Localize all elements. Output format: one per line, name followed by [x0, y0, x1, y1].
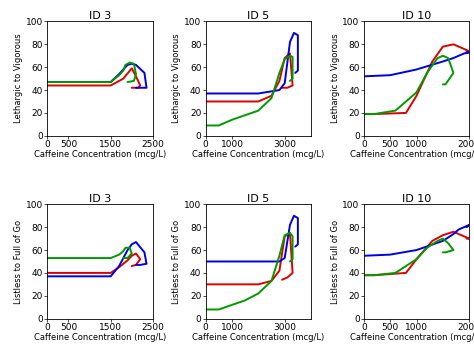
- Y-axis label: Listless to Full of Go: Listless to Full of Go: [14, 219, 23, 304]
- Title: ID 3: ID 3: [89, 11, 111, 21]
- Y-axis label: Listless to Full of Go: Listless to Full of Go: [173, 219, 182, 304]
- X-axis label: Caffeine Concentration (mcg/L): Caffeine Concentration (mcg/L): [192, 150, 325, 159]
- X-axis label: Caffeine Concentration (mcg/L): Caffeine Concentration (mcg/L): [192, 333, 325, 342]
- X-axis label: Caffeine Concentration (mcg/L): Caffeine Concentration (mcg/L): [34, 333, 166, 342]
- Y-axis label: Lethargic to Vigorous: Lethargic to Vigorous: [330, 34, 339, 124]
- X-axis label: Caffeine Concentration (mcg/L): Caffeine Concentration (mcg/L): [350, 150, 474, 159]
- Title: ID 3: ID 3: [89, 194, 111, 204]
- Title: ID 5: ID 5: [247, 194, 269, 204]
- Title: ID 10: ID 10: [402, 194, 431, 204]
- X-axis label: Caffeine Concentration (mcg/L): Caffeine Concentration (mcg/L): [350, 333, 474, 342]
- Title: ID 5: ID 5: [247, 11, 269, 21]
- Y-axis label: Lethargic to Vigorous: Lethargic to Vigorous: [173, 34, 182, 124]
- Y-axis label: Listless to Full of Go: Listless to Full of Go: [330, 219, 339, 304]
- Y-axis label: Lethargic to Vigorous: Lethargic to Vigorous: [14, 34, 23, 124]
- Title: ID 10: ID 10: [402, 11, 431, 21]
- X-axis label: Caffeine Concentration (mcg/L): Caffeine Concentration (mcg/L): [34, 150, 166, 159]
